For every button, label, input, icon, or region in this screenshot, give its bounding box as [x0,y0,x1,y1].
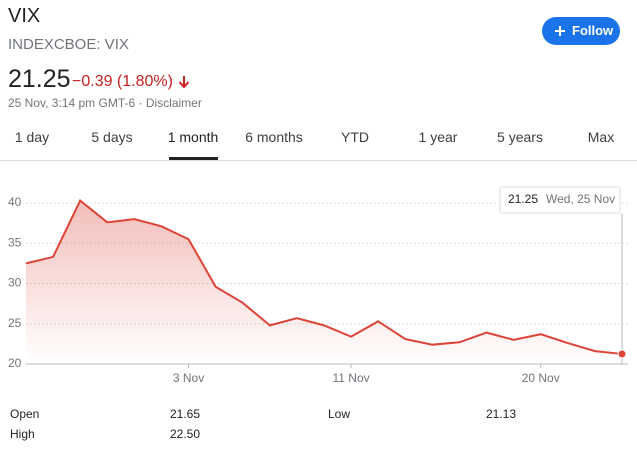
subtitle: INDEXCBOE: VIX [8,36,129,53]
y-tick-label: 30 [8,276,22,290]
x-tick-label: 11 Nov [333,371,370,385]
stat-value: 22.50 [170,427,201,441]
tab[interactable]: 5 days [91,129,133,145]
stat-value: 21.65 [170,407,201,421]
x-tick-label: 3 Nov [173,371,204,385]
plus-icon [555,26,565,36]
disclaimer[interactable]: Disclaimer [145,96,202,110]
tab[interactable]: Max [587,129,615,145]
y-tick-label: 20 [8,356,22,370]
tooltip-date: Wed, 25 Nov [546,192,615,206]
y-tick-label: 25 [8,316,22,330]
tooltip-value: 21.25 [508,192,538,206]
stat-label: Low [328,407,351,421]
tab[interactable]: YTD [341,129,369,145]
stat-label: High [10,427,35,441]
stat-label: Open [10,407,40,421]
y-tick-label: 35 [8,235,22,249]
change: −0.39 (1.80%) [72,73,173,90]
tab[interactable]: 5 years [497,129,543,145]
follow-label: Follow [572,23,614,38]
area [26,200,622,364]
tab[interactable]: 6 months [245,129,303,145]
tooltip [499,186,621,214]
separator [0,160,637,161]
follow-button[interactable]: Follow [542,17,620,45]
price: 21.25 [8,65,71,93]
x-tick-label: 20 Nov [522,371,560,385]
tab[interactable]: 1 day [14,129,50,145]
line [25,199,623,355]
tab[interactable]: 1 year [418,129,458,145]
y-tick-label: 40 [8,195,22,209]
tab-underline [169,157,218,160]
point [617,349,627,359]
title: VIX [8,5,41,27]
chart: 20 25 30 35 40 3 Nov 11 Nov 20 Nov 21.25 Wed, 25 … [8,186,628,385]
down-arrow [178,76,190,89]
stat-value: 21.13 [486,407,517,421]
timestamp: 25 Nov, 3:14 pm GMT-6 [8,96,136,110]
tab[interactable]: 1 month [167,129,219,145]
timestamp-row: 25 Nov, 3:14 pm GMT-6 · Disclaimer [8,96,202,110]
